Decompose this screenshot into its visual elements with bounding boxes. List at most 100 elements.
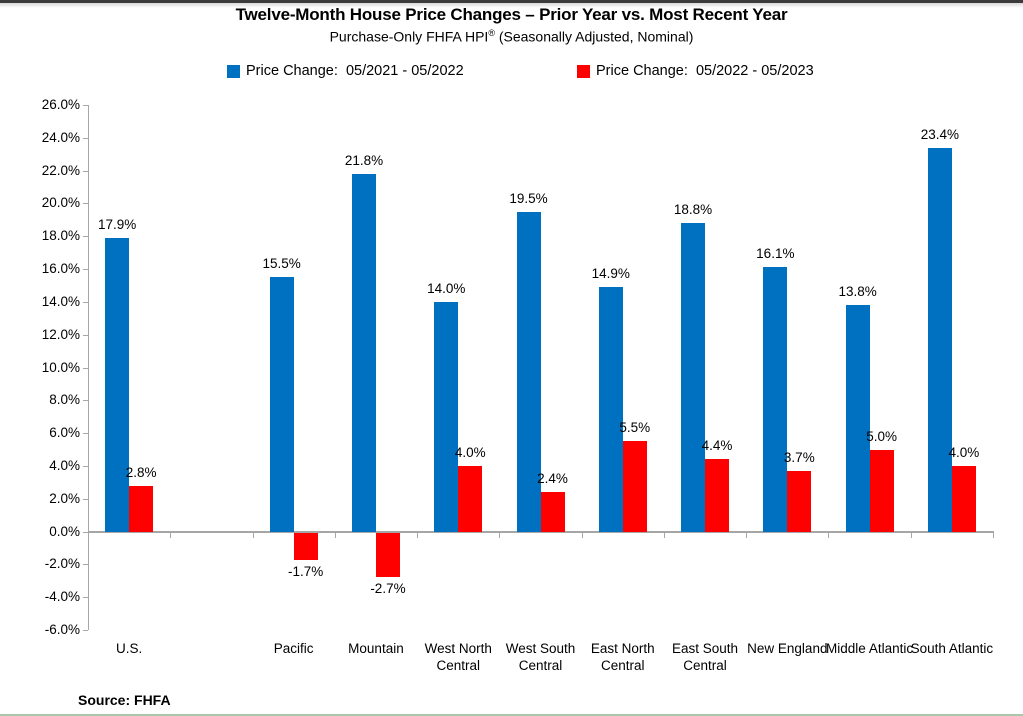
legend-item-prior-year: Price Change: 05/2021 - 05/2022 [227,63,464,79]
bar [375,532,400,577]
y-axis-tick [83,367,88,369]
bar-value-label: 2.4% [537,471,568,487]
y-tick-label: 22.0% [41,162,80,178]
y-axis-tick [83,269,88,271]
x-category-label: Middle Atlantic [826,641,914,656]
bar [951,465,976,532]
bar-value-label: 4.4% [701,438,733,454]
y-axis-tick [83,170,88,172]
bar-value-label: 18.8% [673,202,713,218]
bar-value-label: 19.5% [509,190,548,206]
y-tick-label: 2.0% [49,490,80,506]
bar [681,223,706,532]
y-tick-label: 18.0% [41,228,80,244]
bar [105,237,130,532]
bar-value-label: 4.0% [454,444,486,460]
bottom-border-rule [0,714,1023,716]
bar-value-label: -1.7% [288,564,324,580]
y-tick-label: 24.0% [41,129,80,145]
bar-value-label: 15.5% [262,256,301,272]
bar [869,449,894,532]
bar [129,485,154,532]
bar [293,532,318,561]
y-axis-tick [83,334,88,336]
x-category-label: Pacific [273,641,314,656]
y-axis-tick [83,203,88,205]
y-tick-label: 10.0% [41,359,80,375]
y-axis-line [88,105,89,630]
bar-value-label: 4.0% [948,444,980,460]
x-axis-line [88,531,994,533]
y-axis-tick [83,105,88,106]
bar-value-label: 14.9% [591,266,630,282]
y-axis-tick [83,498,88,500]
bar [763,267,788,532]
y-axis-tick [83,630,88,631]
chart-subtitle-text: Purchase-Only FHFA HPI [329,28,489,45]
x-axis-tick [746,531,748,538]
x-axis-tick [828,531,830,538]
x-axis-tick [334,531,336,538]
bar [434,301,459,532]
y-tick-label: 14.0% [41,293,80,309]
bar [787,470,812,532]
bar [351,173,376,532]
registered-trademark-symbol: ® [488,28,495,38]
bar-value-label: 2.8% [125,464,157,480]
y-axis-tick [83,301,88,303]
legend-swatch-blue [227,64,240,78]
x-axis-tick [252,531,254,538]
x-axis-tick [170,531,172,538]
x-category-label: West North Central [424,641,492,673]
y-axis-tick [83,236,88,238]
y-axis-tick [83,564,88,566]
legend-label-prior-year: Price Change: 05/2021 - 05/2022 [246,63,464,79]
chart-subtitle-rest: (Seasonally Adjusted, Nominal) [494,28,694,45]
y-tick-label: -4.0% [44,589,80,605]
y-axis-tick [83,433,88,435]
bar-value-label: 16.1% [756,246,795,262]
top-border-rule [0,0,1023,3]
x-axis-tick [581,531,583,538]
legend-item-recent-year: Price Change: 05/2022 - 05/2023 [577,63,814,79]
y-tick-label: 6.0% [49,425,80,441]
y-tick-label: 0.0% [49,523,80,539]
x-axis-tick [88,531,89,538]
y-tick-label: 20.0% [41,195,80,211]
bar-value-label: -2.7% [370,580,406,596]
bar [845,305,870,532]
y-tick-label: 12.0% [41,326,80,342]
x-category-label: South Atlantic [910,641,994,656]
x-category-label: New England [747,641,828,656]
bar-value-label: 13.8% [838,284,877,300]
bar [927,147,952,532]
bar [540,492,565,532]
top-border-shadow [0,3,1023,8]
x-axis-tick [993,531,994,538]
bar-value-label: 23.4% [920,126,959,142]
source-note: Source: FHFA [78,692,171,708]
bar-value-label: 17.9% [97,216,137,232]
bar [705,459,730,532]
x-axis-tick [417,531,419,538]
x-category-label: East South Central [672,641,739,673]
bar [598,287,623,532]
bar [622,441,647,532]
x-category-label: U.S. [115,641,143,656]
bar [458,465,483,532]
y-tick-label: 8.0% [49,392,80,408]
y-tick-label: -2.0% [44,556,80,572]
y-axis-tick [83,531,88,533]
x-axis-tick [910,531,912,538]
y-axis-tick [83,597,88,599]
bar-value-label: 5.0% [866,428,897,444]
legend-swatch-red [577,64,590,78]
y-tick-label: 26.0% [41,97,80,112]
x-category-label: West South Central [505,641,576,673]
legend-label-recent-year: Price Change: 05/2022 - 05/2023 [596,63,814,79]
bar [516,211,541,532]
chart-title: Twelve-Month House Price Changes – Prior… [235,5,788,24]
bar-value-label: 5.5% [619,420,651,436]
